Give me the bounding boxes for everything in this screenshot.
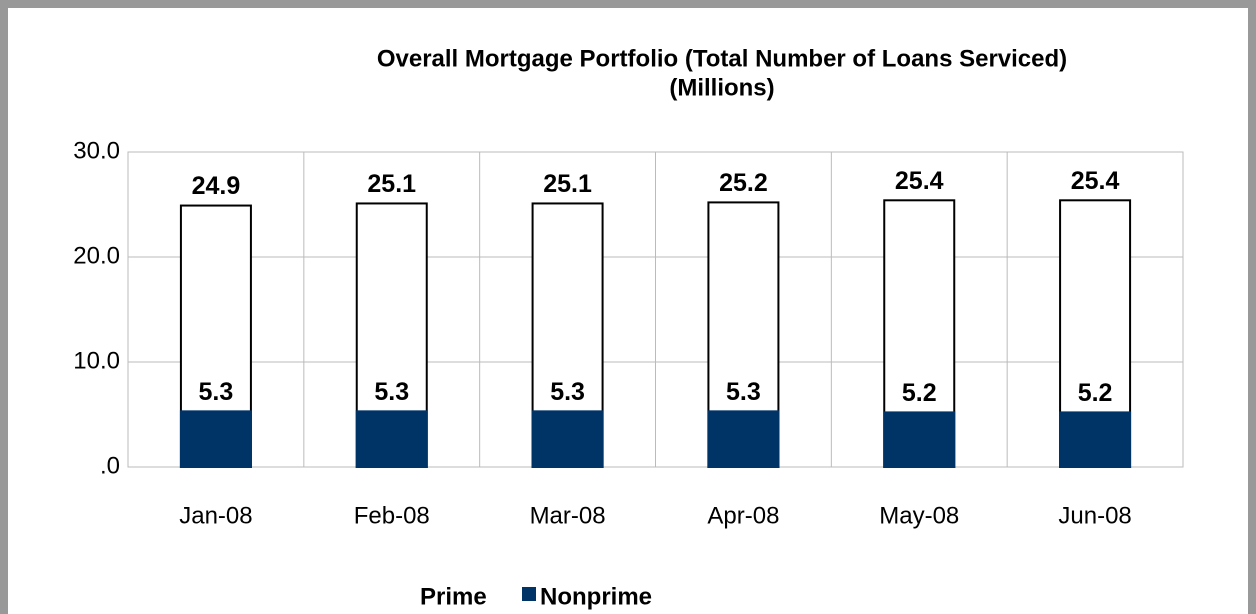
value-label: 25.2 (719, 169, 768, 197)
bar (531, 410, 604, 469)
x-tick-label: Feb-08 (354, 502, 430, 529)
value-label: 24.9 (192, 172, 241, 200)
y-tick-label: .0 (100, 452, 120, 479)
bar (179, 410, 252, 469)
value-label: 25.1 (543, 170, 592, 198)
bar (883, 411, 956, 468)
x-tick-label: Jan-08 (179, 502, 252, 529)
bar (355, 410, 428, 469)
x-tick-label: May-08 (879, 502, 959, 529)
value-label: 5.3 (374, 378, 409, 406)
y-tick-label: 10.0 (73, 347, 120, 374)
value-label: 25.4 (1071, 167, 1120, 195)
legend-swatch (522, 587, 536, 601)
legend-swatch (402, 587, 416, 601)
value-label: 25.4 (895, 167, 944, 195)
x-tick-label: Apr-08 (707, 502, 779, 529)
value-label: 5.3 (199, 378, 234, 406)
value-label: 5.2 (902, 379, 937, 407)
value-label: 5.2 (1078, 379, 1113, 407)
bar (707, 410, 780, 469)
legend-label: Nonprime (540, 583, 652, 610)
chart-title: Overall Mortgage Portfolio (Total Number… (377, 45, 1067, 72)
legend-label: Prime (420, 583, 487, 610)
x-tick-label: Jun-08 (1058, 502, 1131, 529)
y-tick-label: 30.0 (73, 137, 120, 164)
chart-subtitle: (Millions) (669, 74, 774, 101)
value-label: 5.3 (550, 378, 585, 406)
bar (1059, 411, 1132, 468)
value-label: 25.1 (367, 170, 416, 198)
value-label: 5.3 (726, 378, 761, 406)
y-tick-label: 20.0 (73, 242, 120, 269)
x-tick-label: Mar-08 (530, 502, 606, 529)
